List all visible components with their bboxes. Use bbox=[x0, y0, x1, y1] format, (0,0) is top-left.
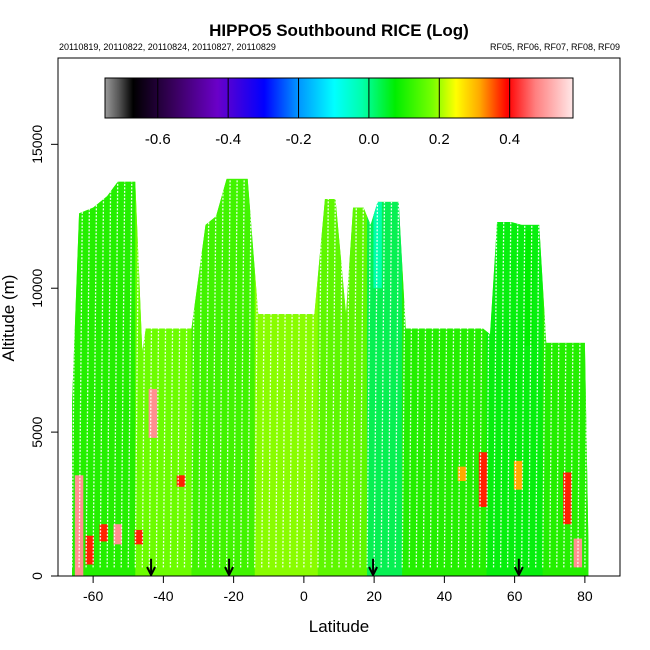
x-tick-label: 60 bbox=[507, 588, 523, 604]
flight-track-segment bbox=[387, 178, 393, 568]
flight-track-segment bbox=[78, 178, 84, 568]
y-tick-label: 0 bbox=[29, 572, 45, 580]
rice-anomaly-patch bbox=[513, 460, 523, 490]
x-tick-label: 80 bbox=[577, 588, 593, 604]
flight-track-segment bbox=[499, 178, 505, 568]
rice-anomaly-patch bbox=[176, 475, 186, 487]
flight-track-segment bbox=[359, 178, 365, 568]
chart-subtitle-dates: 20110819, 20110822, 20110824, 20110827, … bbox=[59, 42, 276, 52]
colorbar-tick-label: -0.4 bbox=[215, 131, 241, 148]
rice-anomaly-patch bbox=[148, 388, 158, 438]
colorbar-tick-label: 0.4 bbox=[499, 131, 520, 148]
rice-anomaly-patch bbox=[563, 472, 572, 525]
rice-anomaly-patch bbox=[85, 535, 94, 565]
chart-subtitle-flights: RF05, RF06, RF07, RF08, RF09 bbox=[490, 42, 620, 52]
colorbar-tick-label: -0.2 bbox=[286, 131, 312, 148]
x-tick-label: -20 bbox=[224, 588, 244, 604]
chart-title: HIPPO5 Southbound RICE (Log) bbox=[209, 21, 469, 40]
y-tick-label: 15000 bbox=[29, 125, 45, 164]
flight-track-segment bbox=[240, 178, 245, 568]
flight-track-segment bbox=[232, 178, 238, 568]
rice-anomaly-patch bbox=[74, 475, 84, 576]
x-tick-label: 0 bbox=[300, 588, 308, 604]
flight-track-segment bbox=[225, 178, 231, 568]
flight-track-segment bbox=[324, 178, 330, 568]
x-axis-label: Latitude bbox=[309, 617, 370, 636]
rice-anomaly-patch bbox=[478, 452, 488, 507]
flight-track-segment bbox=[211, 178, 217, 568]
flight-track-segment bbox=[506, 178, 512, 568]
flight-track-segment bbox=[204, 178, 210, 568]
airport-marker-arrowhead bbox=[224, 566, 234, 576]
flight-track-segment bbox=[85, 178, 91, 568]
flight-track-segment bbox=[331, 178, 337, 568]
colorbar-tick-label: 0.2 bbox=[429, 131, 450, 148]
flight-track-segment bbox=[521, 178, 526, 568]
rice-anomaly-patch bbox=[99, 524, 108, 542]
x-tick-label: 40 bbox=[437, 588, 453, 604]
rice-anomaly-patch bbox=[134, 529, 144, 545]
flight-track-segment bbox=[373, 178, 379, 568]
airport-marker-arrowhead bbox=[513, 566, 524, 576]
flight-track-segment bbox=[99, 178, 105, 568]
colorbar-gradient bbox=[104, 77, 574, 119]
flight-track-segment bbox=[492, 178, 498, 568]
flight-track-segment bbox=[127, 178, 133, 568]
flight-track-segment bbox=[380, 178, 386, 568]
x-tick-label: -60 bbox=[83, 588, 103, 604]
flight-track-segment bbox=[120, 178, 126, 568]
y-axis-label: Altitude (m) bbox=[0, 275, 18, 362]
airport-marker-arrowhead bbox=[368, 566, 378, 576]
x-tick-label: -40 bbox=[153, 588, 173, 604]
colorbar-tick-label: -0.6 bbox=[145, 131, 171, 148]
x-tick-label: 20 bbox=[366, 588, 382, 604]
rice-anomaly-patch bbox=[524, 230, 533, 346]
flight-track-segment bbox=[394, 178, 400, 568]
flight-track-segment bbox=[92, 178, 98, 568]
flight-track-segment bbox=[106, 178, 112, 568]
rice-anomaly-patch bbox=[457, 466, 467, 482]
airport-marker-arrowhead bbox=[146, 566, 156, 576]
flight-track-segment bbox=[513, 178, 519, 568]
flight-track-segment bbox=[352, 178, 358, 568]
flight-track-segment bbox=[535, 178, 540, 568]
plot-frame bbox=[57, 57, 621, 577]
flight-track-segment bbox=[528, 178, 533, 568]
y-tick-label: 5000 bbox=[29, 416, 45, 447]
flight-track-segment bbox=[366, 178, 372, 568]
flight-track-segment bbox=[247, 178, 252, 568]
flight-track-segment bbox=[113, 178, 119, 568]
flight-track-segment bbox=[218, 178, 224, 568]
colorbar-tick-label: 0.0 bbox=[358, 131, 379, 148]
colorbar: -0.6 -0.4 -0.2 0.0 0.2 0.4 bbox=[104, 77, 574, 148]
y-tick-label: 10000 bbox=[29, 269, 45, 308]
rice-anomaly-patch bbox=[113, 524, 122, 545]
